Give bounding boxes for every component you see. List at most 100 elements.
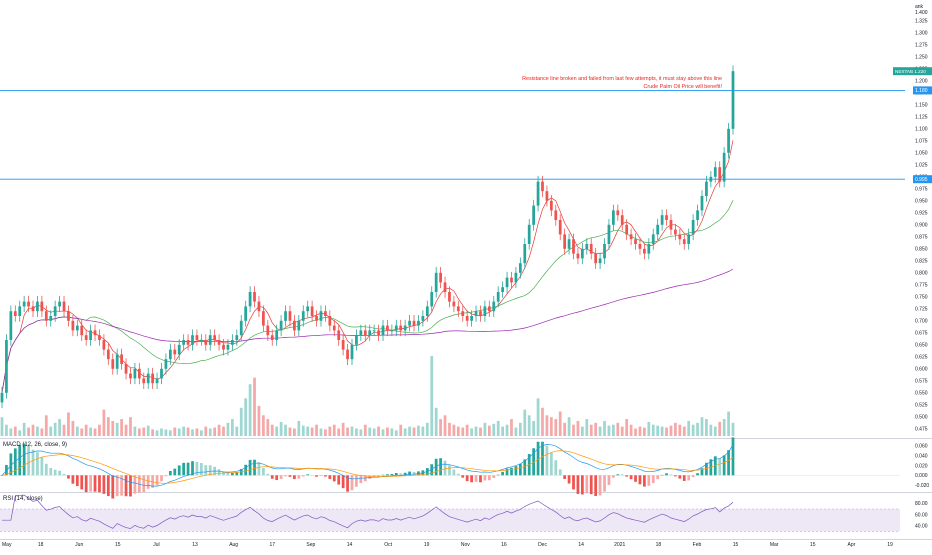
candle[interactable] (5, 340, 8, 393)
candle[interactable] (443, 282, 447, 292)
candle[interactable] (669, 220, 673, 230)
candle[interactable] (452, 301, 456, 307)
candle[interactable] (594, 253, 598, 264)
candle[interactable] (155, 378, 159, 384)
candle[interactable] (355, 335, 358, 345)
candle[interactable] (279, 320, 283, 331)
candle[interactable] (563, 234, 567, 249)
candle[interactable] (448, 292, 451, 302)
candle[interactable] (634, 239, 637, 244)
candle[interactable] (31, 306, 35, 312)
candle[interactable] (514, 272, 518, 283)
candle[interactable] (266, 325, 270, 336)
candle[interactable] (408, 320, 411, 326)
candle[interactable] (523, 244, 527, 264)
candle[interactable] (687, 234, 691, 244)
candle[interactable] (22, 301, 26, 307)
candle[interactable] (62, 301, 66, 312)
candle[interactable] (727, 128, 730, 153)
candle[interactable] (75, 325, 79, 331)
candle[interactable] (208, 335, 212, 345)
candle[interactable] (394, 325, 398, 331)
candle[interactable] (386, 325, 389, 331)
candle[interactable] (718, 167, 722, 182)
candle[interactable] (492, 301, 496, 312)
candle[interactable] (722, 152, 726, 182)
candle[interactable] (660, 215, 664, 225)
candle[interactable] (124, 364, 128, 374)
candle[interactable] (213, 335, 217, 340)
candle[interactable] (129, 373, 132, 379)
candle[interactable] (461, 311, 465, 316)
candle[interactable] (111, 359, 115, 369)
candle[interactable] (182, 340, 186, 345)
candle[interactable] (656, 224, 660, 235)
candle[interactable] (27, 301, 30, 307)
candle[interactable] (363, 330, 367, 336)
candle[interactable] (315, 316, 318, 321)
candle[interactable] (541, 181, 544, 192)
candle[interactable] (505, 277, 509, 288)
candle[interactable] (665, 215, 668, 220)
candle[interactable] (554, 210, 558, 220)
candle[interactable] (567, 239, 571, 249)
candle[interactable] (36, 301, 39, 312)
candle[interactable] (647, 244, 651, 254)
candle[interactable] (474, 311, 478, 316)
candle[interactable] (456, 306, 460, 312)
candle[interactable] (173, 349, 177, 355)
candle[interactable] (0, 392, 4, 403)
candle[interactable] (9, 311, 13, 340)
candle[interactable] (199, 340, 203, 341)
candle[interactable] (142, 378, 146, 384)
candle[interactable] (115, 354, 119, 369)
candle[interactable] (146, 373, 150, 384)
candle[interactable] (425, 306, 429, 316)
candle[interactable] (319, 311, 323, 321)
candle[interactable] (222, 344, 225, 350)
candle[interactable] (625, 224, 629, 235)
candle[interactable] (479, 311, 482, 316)
candle[interactable] (297, 320, 301, 331)
candle[interactable] (324, 311, 327, 316)
candle[interactable] (643, 248, 646, 254)
candle[interactable] (13, 311, 17, 316)
candle[interactable] (518, 263, 522, 273)
candle[interactable] (674, 229, 677, 235)
candle[interactable] (67, 311, 70, 321)
candle[interactable] (589, 244, 593, 254)
candle[interactable] (244, 306, 248, 321)
candle[interactable] (93, 330, 97, 336)
candle[interactable] (390, 330, 394, 332)
candle[interactable] (731, 71, 735, 129)
candle[interactable] (465, 316, 469, 321)
candle[interactable] (231, 340, 234, 345)
candle[interactable] (638, 244, 642, 249)
candle[interactable] (164, 359, 168, 369)
candle[interactable] (253, 292, 256, 302)
candle[interactable] (310, 306, 314, 316)
candle[interactable] (483, 306, 487, 316)
candle[interactable] (186, 340, 190, 345)
candle[interactable] (439, 272, 442, 283)
candle[interactable] (71, 320, 75, 331)
candle[interactable] (470, 316, 473, 321)
candle[interactable] (151, 373, 155, 384)
candle[interactable] (120, 354, 123, 364)
candle[interactable] (682, 239, 686, 244)
candle[interactable] (629, 234, 633, 240)
candle[interactable] (49, 316, 53, 321)
candle[interactable] (98, 335, 101, 340)
candle[interactable] (417, 320, 420, 326)
candle[interactable] (532, 205, 536, 225)
candle[interactable] (80, 325, 84, 336)
candle[interactable] (496, 292, 500, 302)
candle[interactable] (403, 325, 407, 331)
candle[interactable] (102, 340, 106, 350)
candle[interactable] (412, 320, 416, 326)
candle[interactable] (84, 335, 88, 340)
candle[interactable] (434, 272, 438, 292)
candle[interactable] (40, 301, 44, 312)
candle[interactable] (603, 244, 606, 259)
